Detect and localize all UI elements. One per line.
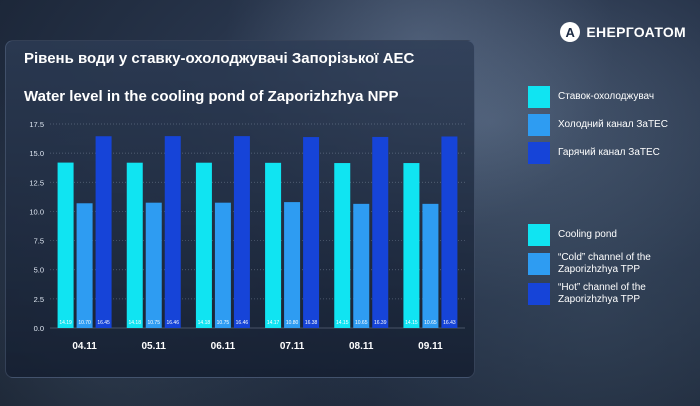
- y-tick-label: 10.0: [29, 207, 44, 216]
- x-tick-label: 09.11: [418, 341, 443, 352]
- bar: [164, 136, 181, 328]
- bar: [214, 202, 231, 328]
- legend-swatch: [528, 224, 550, 246]
- legend-swatch: [528, 283, 550, 305]
- x-tick-label: 08.11: [349, 341, 374, 352]
- x-tick-label: 06.11: [211, 341, 236, 352]
- bar: [372, 136, 389, 328]
- bar-value-label: 16.46: [166, 320, 179, 326]
- legend-label: “Cold” channel of the Zaporizhzhya TPP: [558, 252, 651, 275]
- bar: [441, 136, 458, 328]
- legend-label: Cooling pond: [558, 229, 617, 240]
- bar: [265, 162, 282, 328]
- legend-uk-item: Холодний канал ЗаТЕС: [528, 114, 668, 136]
- y-tick-label: 7.5: [34, 237, 44, 246]
- legend-label: Холодний канал ЗаТЕС: [558, 119, 668, 130]
- bar-value-label: 10.70: [78, 320, 91, 326]
- bar-value-label: 16.46: [236, 320, 249, 326]
- legend-label: “Hot” channel of the Zaporizhzhya TPP: [558, 282, 646, 305]
- bar: [76, 203, 93, 328]
- bar: [145, 202, 162, 328]
- legend-swatch: [528, 253, 550, 275]
- legend-uk-item: Ставок-охолоджувач: [528, 86, 668, 108]
- bar: [284, 202, 301, 328]
- bar-value-label: 14.18: [198, 320, 211, 326]
- bar: [403, 163, 420, 328]
- x-tick-label: 04.11: [72, 341, 97, 352]
- bar-value-label: 16.38: [305, 320, 318, 326]
- bar: [126, 162, 143, 328]
- legend-swatch: [528, 142, 550, 164]
- y-tick-label: 0.0: [34, 324, 44, 333]
- x-tick-label: 07.11: [280, 341, 305, 352]
- bar-value-label: 16.39: [374, 320, 387, 326]
- bar: [422, 203, 439, 328]
- bar: [233, 136, 250, 328]
- brand-name: ЕНЕРГОАТОМ: [586, 24, 686, 40]
- y-tick-label: 2.5: [34, 295, 44, 304]
- bar: [95, 136, 112, 328]
- bar-value-label: 10.65: [424, 320, 437, 326]
- bar-value-label: 14.15: [405, 320, 418, 326]
- legend-ukrainian: Ставок-охолоджувач Холодний канал ЗаТЕС Га…: [528, 86, 668, 170]
- legend-swatch: [528, 114, 550, 136]
- x-tick-label: 05.11: [142, 341, 167, 352]
- bar: [303, 137, 320, 328]
- chart-title: Рівень води у ставку-охолоджувачі Запорі…: [24, 50, 415, 67]
- energoatom-logo-icon: A: [560, 22, 581, 42]
- bar-value-label: 10.65: [355, 320, 368, 326]
- legend-en-item: “Hot” channel of the Zaporizhzhya TPP: [528, 282, 700, 306]
- y-tick-label: 17.5: [29, 120, 44, 129]
- y-tick-label: 12.5: [29, 178, 44, 187]
- bar-value-label: 16.43: [443, 320, 456, 326]
- legend-en-item: “Cold” channel of the Zaporizhzhya TPP: [528, 252, 700, 276]
- y-tick-label: 15.0: [29, 149, 44, 158]
- bar: [57, 162, 74, 328]
- bar-value-label: 10.75: [147, 320, 160, 326]
- legend-uk-item: Гарячий канал ЗаТЕС: [528, 142, 668, 164]
- bar-value-label: 14.19: [59, 320, 72, 326]
- y-tick-label: 5.0: [34, 266, 44, 275]
- bar: [195, 162, 212, 328]
- chart-subtitle: Water level in the cooling pond of Zapor…: [24, 88, 399, 105]
- legend-en-item: Cooling pond: [528, 224, 700, 246]
- bar-value-label: 16.45: [97, 320, 110, 326]
- bar-value-label: 10.75: [217, 320, 230, 326]
- legend-label: Гарячий канал ЗаТЕС: [558, 147, 660, 158]
- bar: [334, 163, 351, 328]
- legend-swatch: [528, 86, 550, 108]
- bar-value-label: 10.80: [286, 320, 299, 326]
- bar-value-label: 14.18: [128, 320, 141, 326]
- bar-value-label: 14.17: [267, 320, 280, 326]
- bar: [353, 203, 370, 328]
- bar-value-label: 14.15: [336, 320, 349, 326]
- legend-label: Ставок-охолоджувач: [558, 91, 655, 102]
- brand: A ЕНЕРГОАТОМ: [560, 22, 686, 42]
- legend-english: Cooling pond “Cold” channel of the Zapori…: [528, 224, 700, 312]
